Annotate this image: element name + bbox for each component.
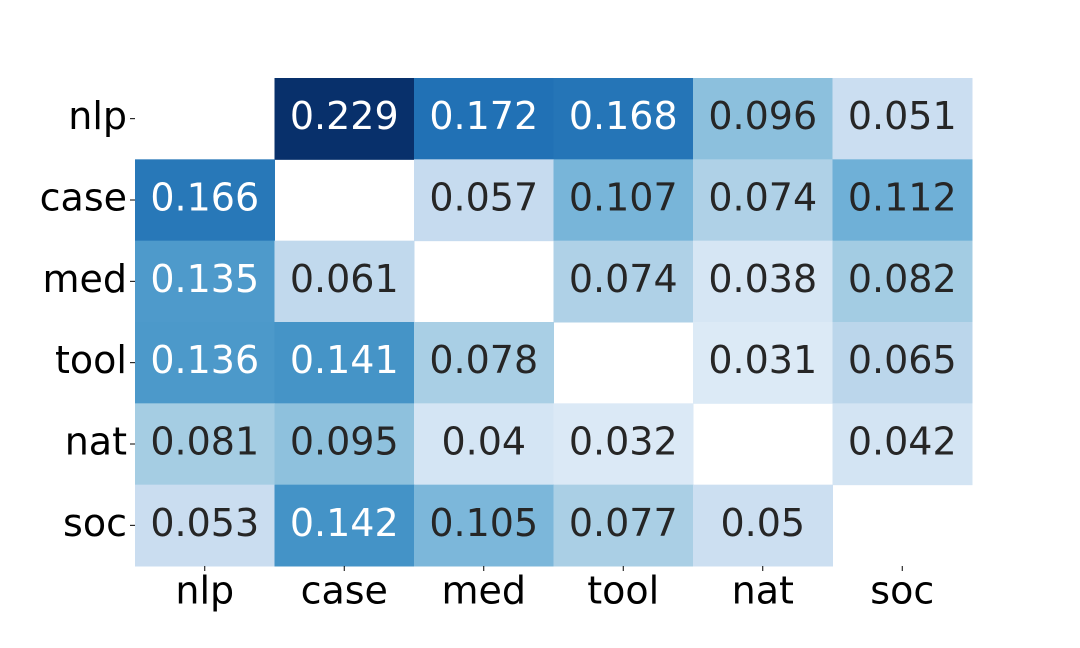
y-tick-label: tool (55, 338, 127, 382)
cell-label: 0.032 (569, 420, 678, 464)
heatmap-cell (693, 159, 833, 242)
cell-label: 0.082 (848, 257, 957, 301)
y-tick-label: nat (65, 420, 127, 464)
cell-label: 0.077 (569, 501, 678, 545)
cell-label: 0.038 (708, 257, 817, 301)
x-tick-label: med (441, 569, 526, 613)
cell-label: 0.042 (848, 420, 957, 464)
x-tick-label: tool (587, 569, 659, 613)
heatmap-cell (414, 322, 554, 404)
cell-label: 0.112 (848, 176, 957, 220)
cell-label: 0.051 (848, 94, 957, 138)
heatmap-cell (693, 240, 833, 323)
cell-label: 0.142 (290, 501, 399, 545)
cell-label: 0.229 (290, 94, 399, 138)
heatmap-cell (553, 159, 694, 242)
heatmap-cell (135, 322, 275, 404)
x-tick-label: case (301, 569, 388, 613)
cell-label: 0.031 (708, 338, 817, 382)
heatmap-cell (553, 403, 694, 486)
heatmap-cell (414, 159, 554, 242)
cell-label: 0.107 (569, 176, 678, 220)
cell-label: 0.065 (848, 338, 957, 382)
cell-label: 0.141 (290, 338, 399, 382)
heatmap-cell (832, 403, 973, 486)
cell-label: 0.136 (150, 338, 259, 382)
cell-label: 0.168 (569, 94, 678, 138)
y-tick-label: nlp (68, 94, 127, 138)
heatmap-cell (414, 78, 554, 160)
heatmap-cell (553, 78, 694, 160)
heatmap-cell (274, 78, 415, 160)
x-tick-label: nat (732, 569, 794, 613)
cell-label: 0.04 (441, 420, 526, 464)
cell-label: 0.078 (429, 338, 538, 382)
cell-label: 0.061 (290, 257, 399, 301)
cell-label: 0.105 (429, 501, 538, 545)
heatmap-cell (693, 484, 833, 567)
x-tick-label: soc (870, 569, 934, 613)
heatmap-cell (832, 78, 973, 160)
cell-label: 0.166 (150, 176, 259, 220)
y-tick-label: case (40, 176, 127, 220)
heatmap-cell (553, 484, 694, 567)
cell-label: 0.05 (720, 501, 805, 545)
cell-label: 0.135 (150, 257, 259, 301)
cell-label: 0.096 (708, 94, 817, 138)
y-tick-label: med (42, 257, 127, 301)
heatmap-cell (274, 403, 415, 486)
heatmap-cell (693, 78, 833, 160)
cell-label: 0.095 (290, 420, 399, 464)
cell-label: 0.074 (708, 176, 817, 220)
x-tick-label: nlp (175, 569, 234, 613)
heatmap-cell (274, 322, 415, 404)
heatmap-cell (414, 403, 554, 486)
heatmap-cell (693, 322, 833, 404)
y-tick-label: soc (63, 501, 127, 545)
cell-label: 0.081 (150, 420, 259, 464)
heatmap-cell (135, 484, 275, 567)
heatmap-cell (553, 240, 694, 323)
heatmap-cell (832, 159, 973, 242)
heatmap-cell (414, 484, 554, 567)
cell-label: 0.172 (429, 94, 538, 138)
heatmap-cell (135, 403, 275, 486)
heatmap-cell (832, 322, 973, 404)
heatmap-cell (135, 240, 275, 323)
heatmap-cell (274, 484, 415, 567)
heatmap-cell (135, 159, 275, 242)
cell-label: 0.074 (569, 257, 678, 301)
cell-label: 0.057 (429, 176, 538, 220)
heatmap-cell (832, 240, 973, 323)
heatmap-cell (274, 240, 415, 323)
cell-label: 0.053 (150, 501, 259, 545)
